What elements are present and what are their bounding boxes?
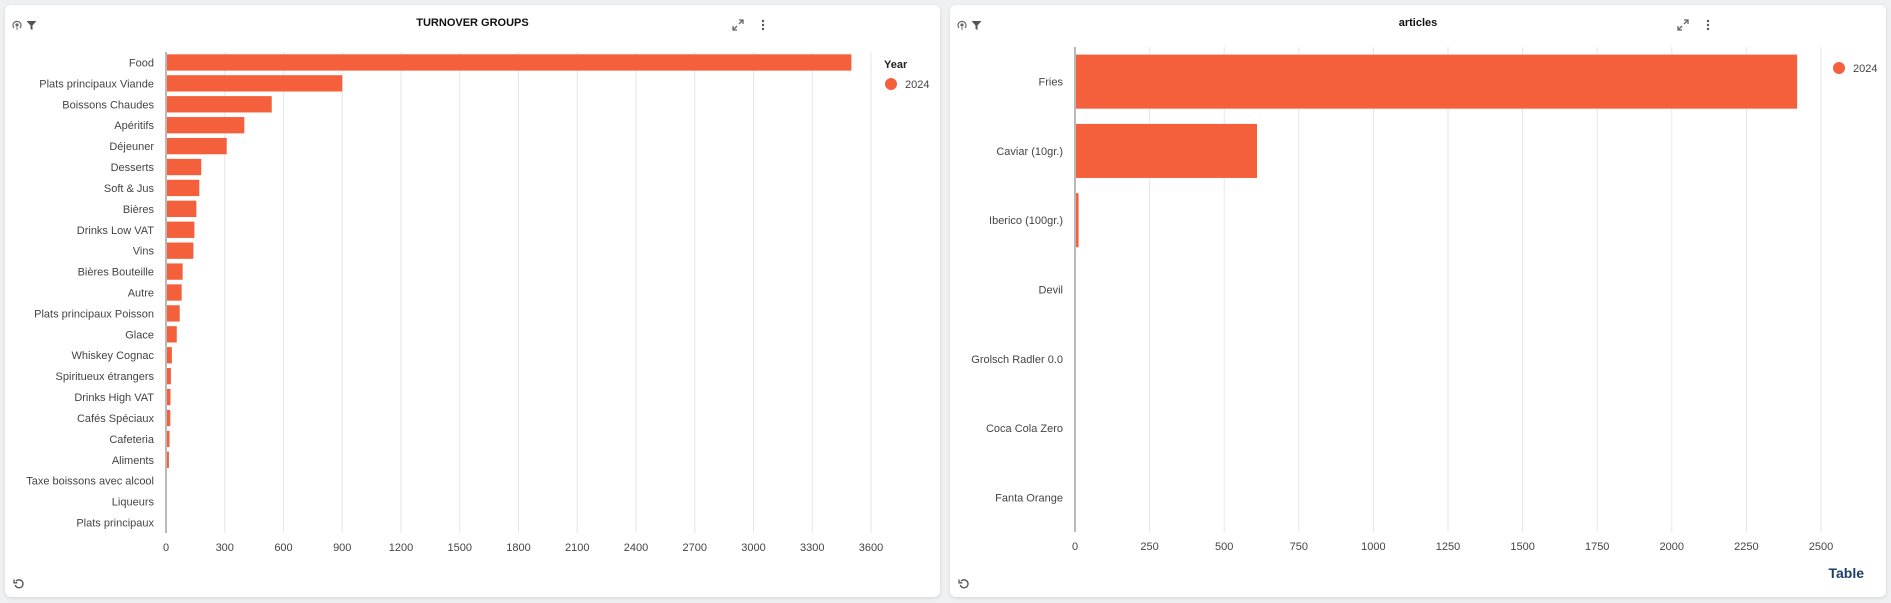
category-label: Drinks High VAT	[74, 392, 154, 404]
x-tick-label: 0	[163, 542, 169, 554]
x-tick-label: 1500	[448, 542, 472, 554]
legend-title: Year	[884, 59, 908, 71]
x-tick-label: 900	[333, 542, 351, 554]
category-label: Soft & Jus	[104, 183, 155, 195]
category-label: Cafés Spéciaux	[77, 413, 155, 425]
category-label: Liqueurs	[112, 497, 155, 509]
turnover-groups-chart: 0 300 600 900 1200 1500 1800 2100 2400 2700 3000 33…	[26, 52, 929, 554]
turnover-groups-panel: TURNOVER GROUPS 0 300 600 900 1200 1500 1800 21…	[5, 5, 940, 597]
legend-marker	[1833, 62, 1845, 74]
bar	[166, 158, 202, 176]
x-tick-label: 600	[274, 542, 292, 554]
expand-icon[interactable]	[1677, 19, 1689, 31]
category-label: Coca Cola Zero	[986, 423, 1063, 435]
bar	[166, 263, 183, 280]
bar	[166, 347, 172, 364]
legend-label: 2024	[1853, 63, 1877, 75]
category-label: Drinks Low VAT	[77, 225, 155, 237]
category-label: Fries	[1039, 77, 1064, 89]
chart-title: articles	[1398, 17, 1438, 29]
category-label: Boissons Chaudes	[62, 99, 154, 111]
bar	[166, 451, 169, 468]
x-tick-label: 2700	[683, 542, 707, 554]
x-tick-label: 2400	[624, 542, 648, 554]
x-tick-label: 300	[216, 542, 234, 554]
x-tick-label: 1800	[506, 542, 530, 554]
category-label: Caviar (10gr.)	[996, 146, 1063, 158]
podcast-icon[interactable]	[956, 20, 968, 32]
category-label: Déjeuner	[109, 141, 154, 153]
podcast-icon[interactable]	[11, 20, 23, 32]
x-tick-label: 1500	[1510, 541, 1534, 553]
category-label: Apéritifs	[114, 120, 154, 132]
category-label: Spiritueux étrangers	[56, 371, 155, 383]
category-label: Cafeteria	[109, 434, 155, 446]
reset-icon[interactable]	[958, 578, 970, 590]
category-label: Plats principaux Viande	[39, 78, 154, 90]
filter-icon[interactable]	[26, 20, 37, 31]
category-label: Bières	[123, 204, 155, 216]
category-label: Plats principaux Poisson	[34, 308, 154, 320]
bar	[166, 242, 194, 259]
bar	[166, 200, 197, 218]
category-label: Autre	[128, 288, 154, 300]
x-tick-label: 0	[1072, 541, 1078, 553]
filter-icon[interactable]	[971, 20, 982, 31]
category-label: Plats principaux	[76, 518, 154, 530]
x-tick-label: 2100	[565, 542, 589, 554]
category-label: Bières Bouteille	[78, 267, 154, 279]
x-tick-label: 1000	[1361, 541, 1385, 553]
x-tick-label: 500	[1215, 541, 1233, 553]
more-vertical-icon[interactable]	[1705, 19, 1711, 31]
articles-chart: 0 250 500 750 1000 1250 1500 1750 2000 2250 2500 Fr…	[971, 47, 1877, 553]
bar	[1075, 123, 1258, 178]
x-tick-label: 2250	[1734, 541, 1758, 553]
bar	[166, 367, 171, 385]
bar	[1075, 193, 1079, 248]
legend-marker	[885, 78, 897, 90]
category-label: Aliments	[112, 455, 155, 467]
category-label: Whiskey Cognac	[71, 350, 154, 362]
category-label: Devil	[1039, 285, 1063, 297]
bar	[166, 409, 171, 427]
category-label: Iberico (100gr.)	[989, 215, 1063, 227]
reset-icon[interactable]	[13, 578, 25, 590]
category-label: Food	[129, 57, 154, 69]
x-tick-label: 1250	[1436, 541, 1460, 553]
x-tick-label: 1200	[389, 542, 413, 554]
x-tick-label: 250	[1140, 541, 1158, 553]
bar	[166, 117, 245, 134]
category-label: Taxe boissons avec alcool	[26, 476, 154, 488]
bar	[1075, 54, 1798, 109]
x-tick-label: 2000	[1660, 541, 1684, 553]
x-tick-label: 2500	[1809, 541, 1833, 553]
category-label: Glace	[125, 329, 154, 341]
bar	[166, 388, 171, 406]
bar	[166, 96, 272, 113]
table-link[interactable]: Table	[1828, 565, 1864, 581]
bar	[166, 221, 195, 238]
bar	[166, 284, 182, 301]
bar	[166, 430, 170, 448]
bar	[166, 54, 852, 71]
bar	[166, 305, 180, 322]
category-label: Desserts	[111, 162, 155, 174]
expand-icon[interactable]	[732, 19, 744, 31]
bar	[166, 179, 200, 197]
more-vertical-icon[interactable]	[760, 19, 766, 31]
x-tick-label: 3000	[741, 542, 765, 554]
chart-title: TURNOVER GROUPS	[416, 17, 529, 29]
bar	[166, 75, 343, 92]
category-label: Fanta Orange	[995, 492, 1063, 504]
articles-panel: articles 0 250 500 750 1000 1250 1500 1750 2000 2…	[950, 5, 1886, 597]
x-tick-label: 3300	[800, 542, 824, 554]
legend-label: 2024	[905, 79, 929, 91]
category-label: Vins	[133, 246, 155, 258]
bar	[166, 137, 227, 155]
bar	[166, 326, 177, 343]
x-tick-label: 750	[1290, 541, 1308, 553]
category-label: Grolsch Radler 0.0	[971, 354, 1063, 366]
x-tick-label: 3600	[859, 542, 883, 554]
x-tick-label: 1750	[1585, 541, 1609, 553]
